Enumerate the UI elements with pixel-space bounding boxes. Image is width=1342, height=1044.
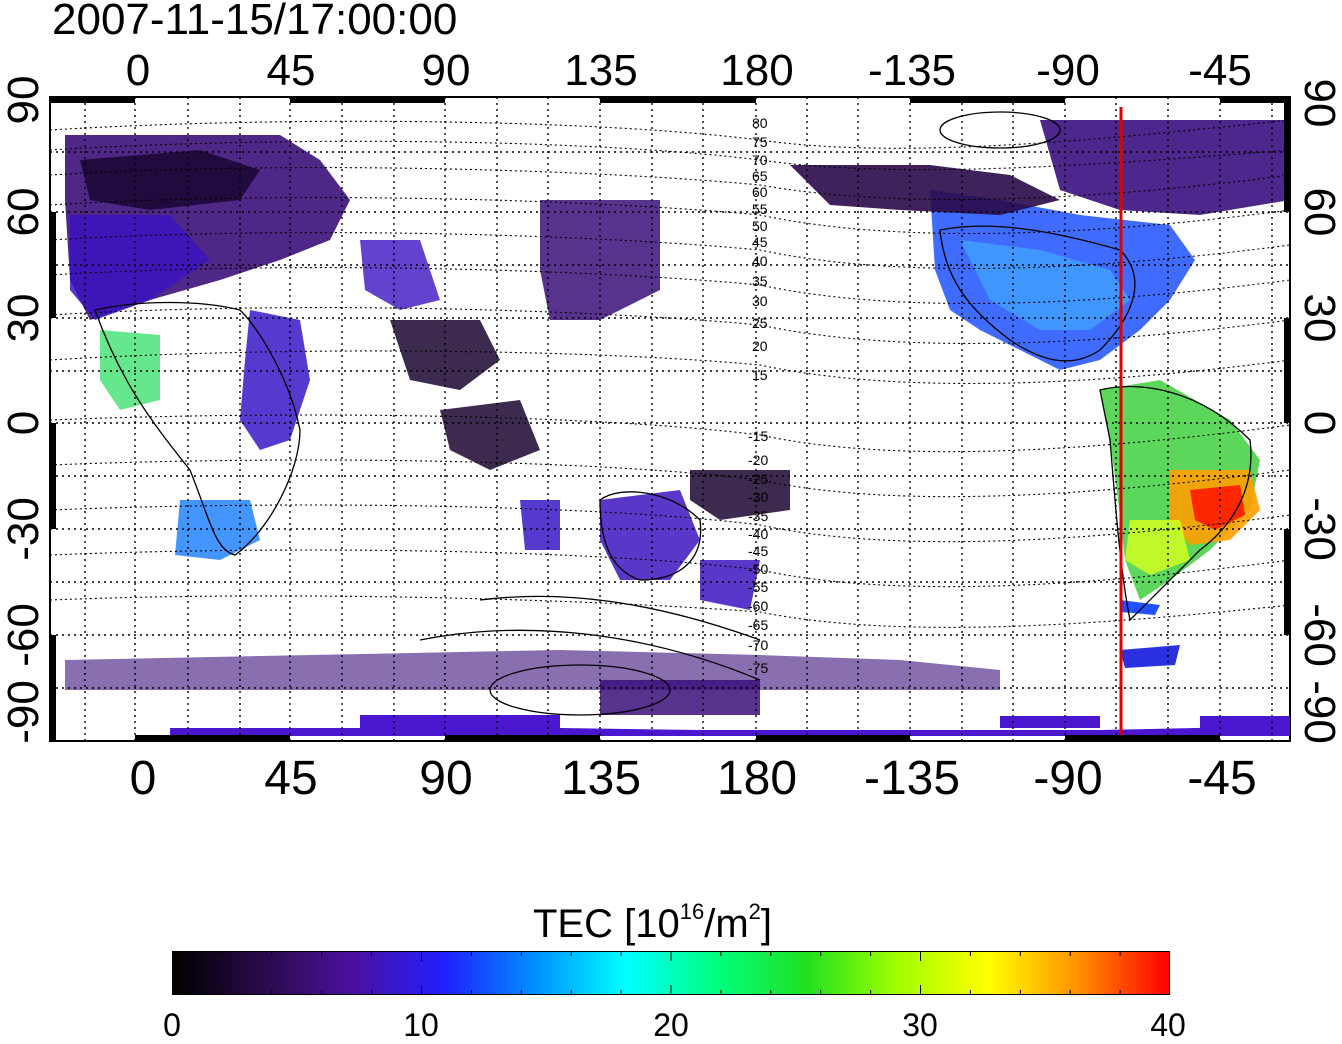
magnetic-latitude-contours <box>49 119 1291 628</box>
colorbar-tick-label: 20 <box>653 1007 689 1043</box>
top-lon-label: 45 <box>267 46 316 95</box>
left-lat-label: 0 <box>0 411 48 435</box>
colorbar-tick-label: 0 <box>163 1007 181 1043</box>
colorbar-title-close: ] <box>760 902 773 946</box>
map-timestamp-title: 2007-11-15/17:00:00 <box>52 0 458 44</box>
bottom-lon-label: -45 <box>1187 752 1256 805</box>
top-lon-label: -90 <box>1036 46 1100 95</box>
top-lon-label: -135 <box>868 46 956 95</box>
contour-label: -75 <box>748 660 768 676</box>
top-lon-label: 90 <box>422 46 471 95</box>
contour-label: -15 <box>748 428 768 444</box>
contour-label: -30 <box>748 489 768 505</box>
contour-label: 25 <box>752 315 768 331</box>
contour-label: 65 <box>752 168 768 184</box>
contour-label: 30 <box>752 293 768 309</box>
left-lat-label: -30 <box>0 497 48 561</box>
right-lat-label: 60 <box>1295 188 1342 237</box>
lon-tick-bars <box>50 97 1290 741</box>
right-lat-label: 0 <box>1295 411 1342 435</box>
colorbar-tick-label: 40 <box>1150 1007 1186 1043</box>
auroral-contours <box>419 111 1061 716</box>
contour-label: 45 <box>752 234 768 250</box>
colorbar-tick-label: 10 <box>403 1007 439 1043</box>
colorbar-title-exponent-2: 2 <box>748 899 761 924</box>
colorbar-title: TEC [1016/m2] <box>533 888 772 948</box>
contour-label: -60 <box>748 598 768 614</box>
contour-label: 50 <box>752 218 768 234</box>
right-lat-axis: 90 60 30 0 -30 -60 -90 <box>1295 79 1342 744</box>
contour-label: -45 <box>748 543 768 559</box>
bottom-lon-label: 0 <box>130 752 157 805</box>
colorbar-ticks <box>172 951 1170 995</box>
contour-label: -70 <box>748 637 768 653</box>
contour-label: 20 <box>752 338 768 354</box>
contour-label: -20 <box>748 452 768 468</box>
right-lat-label: 90 <box>1295 79 1342 128</box>
colorbar-title-exponent: 16 <box>679 899 705 924</box>
colorbar-title-unit: /m <box>704 902 749 946</box>
contour-label: -25 <box>748 471 768 487</box>
bottom-lon-label: -135 <box>864 752 960 805</box>
bottom-lon-axis: 0 45 90 135 180 -135 -90 -45 <box>130 752 1257 805</box>
bottom-lon-label: 90 <box>419 752 472 805</box>
contour-label: -55 <box>748 579 768 595</box>
coastlines <box>94 225 1252 622</box>
contour-label: 60 <box>752 184 768 200</box>
colorbar-tick-label: 30 <box>902 1007 938 1043</box>
left-lat-label: -60 <box>0 603 48 667</box>
colorbar-title-main: TEC [10 <box>533 902 680 946</box>
contour-label: 35 <box>752 273 768 289</box>
top-lon-axis: 0 45 90 135 180 -135 -90 -45 <box>126 46 1252 95</box>
bottom-lon-label: 180 <box>717 752 797 805</box>
bottom-lon-label: 135 <box>561 752 641 805</box>
right-lat-label: -60 <box>1295 603 1342 667</box>
contour-label: 15 <box>752 367 768 383</box>
left-lat-axis: 90 60 30 0 -30 -60 -90 <box>0 76 48 744</box>
left-lat-label: 60 <box>0 188 48 237</box>
contour-label: 75 <box>752 134 768 150</box>
contour-label: 40 <box>752 253 768 269</box>
magnetic-contour-labels: 80 75 70 65 60 55 50 45 40 35 30 25 20 1… <box>748 115 768 676</box>
lat-tick-bars <box>50 97 1290 741</box>
top-lon-label: 135 <box>564 46 637 95</box>
contour-label: -35 <box>748 508 768 524</box>
contour-label: -40 <box>748 526 768 542</box>
contour-label: -65 <box>748 617 768 633</box>
contour-label: 80 <box>752 115 768 131</box>
left-lat-label: 30 <box>0 294 48 343</box>
top-lon-label: 180 <box>720 46 793 95</box>
right-lat-label: -30 <box>1295 497 1342 561</box>
right-lat-label: -90 <box>1295 680 1342 744</box>
top-lon-label: -45 <box>1188 46 1252 95</box>
bottom-lon-label: -90 <box>1033 752 1102 805</box>
right-lat-label: 30 <box>1295 294 1342 343</box>
tec-world-map: 0 45 90 135 180 -135 -90 -45 0 45 90 135… <box>0 46 1342 805</box>
left-lat-label: -90 <box>0 680 48 744</box>
contour-label: -50 <box>748 561 768 577</box>
bottom-lon-label: 45 <box>264 752 317 805</box>
left-lat-label: 90 <box>0 76 48 125</box>
contour-label: 55 <box>752 201 768 217</box>
top-lon-label: 0 <box>126 46 150 95</box>
tec-data-patches <box>65 120 1290 736</box>
contour-label: 70 <box>752 152 768 168</box>
